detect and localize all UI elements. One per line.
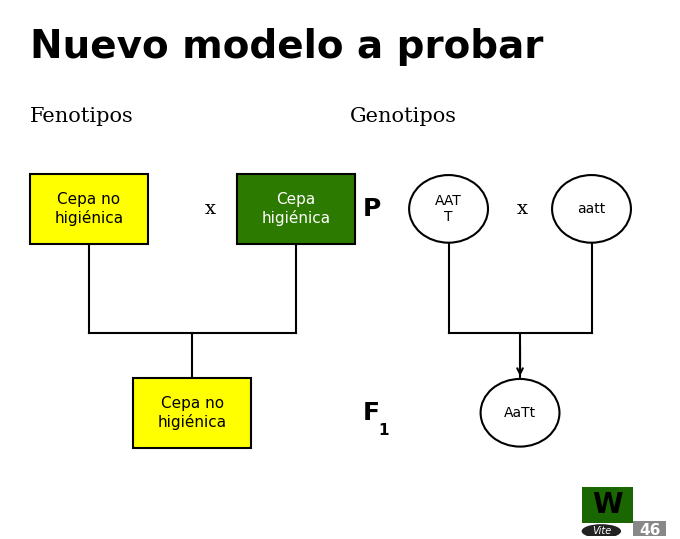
Text: aatt: aatt	[577, 202, 606, 216]
Text: W: W	[592, 491, 623, 519]
Text: Genotipos: Genotipos	[350, 107, 457, 127]
Text: Cepa no
higiénica: Cepa no higiénica	[158, 396, 227, 430]
FancyBboxPatch shape	[237, 174, 355, 244]
FancyBboxPatch shape	[133, 378, 252, 447]
Text: Nuevo modelo a probar: Nuevo modelo a probar	[29, 28, 543, 66]
Ellipse shape	[409, 175, 488, 243]
Text: Fenotipos: Fenotipos	[29, 107, 133, 127]
Text: F: F	[363, 401, 380, 425]
FancyBboxPatch shape	[29, 174, 148, 244]
Ellipse shape	[552, 175, 631, 243]
Text: 1: 1	[379, 423, 389, 438]
Text: Cepa no
higiénica: Cepa no higiénica	[54, 192, 123, 226]
Text: x: x	[205, 200, 216, 218]
Text: 46: 46	[639, 523, 660, 537]
FancyBboxPatch shape	[633, 521, 666, 539]
Text: x: x	[517, 200, 528, 218]
Text: P: P	[363, 197, 381, 221]
Text: AaTt: AaTt	[504, 406, 536, 420]
Text: Vite: Vite	[592, 526, 611, 536]
Text: Cepa
higiénica: Cepa higiénica	[261, 192, 330, 226]
Ellipse shape	[581, 524, 621, 538]
Text: AAT
T: AAT T	[435, 194, 462, 224]
FancyBboxPatch shape	[581, 487, 633, 523]
Ellipse shape	[481, 379, 560, 447]
